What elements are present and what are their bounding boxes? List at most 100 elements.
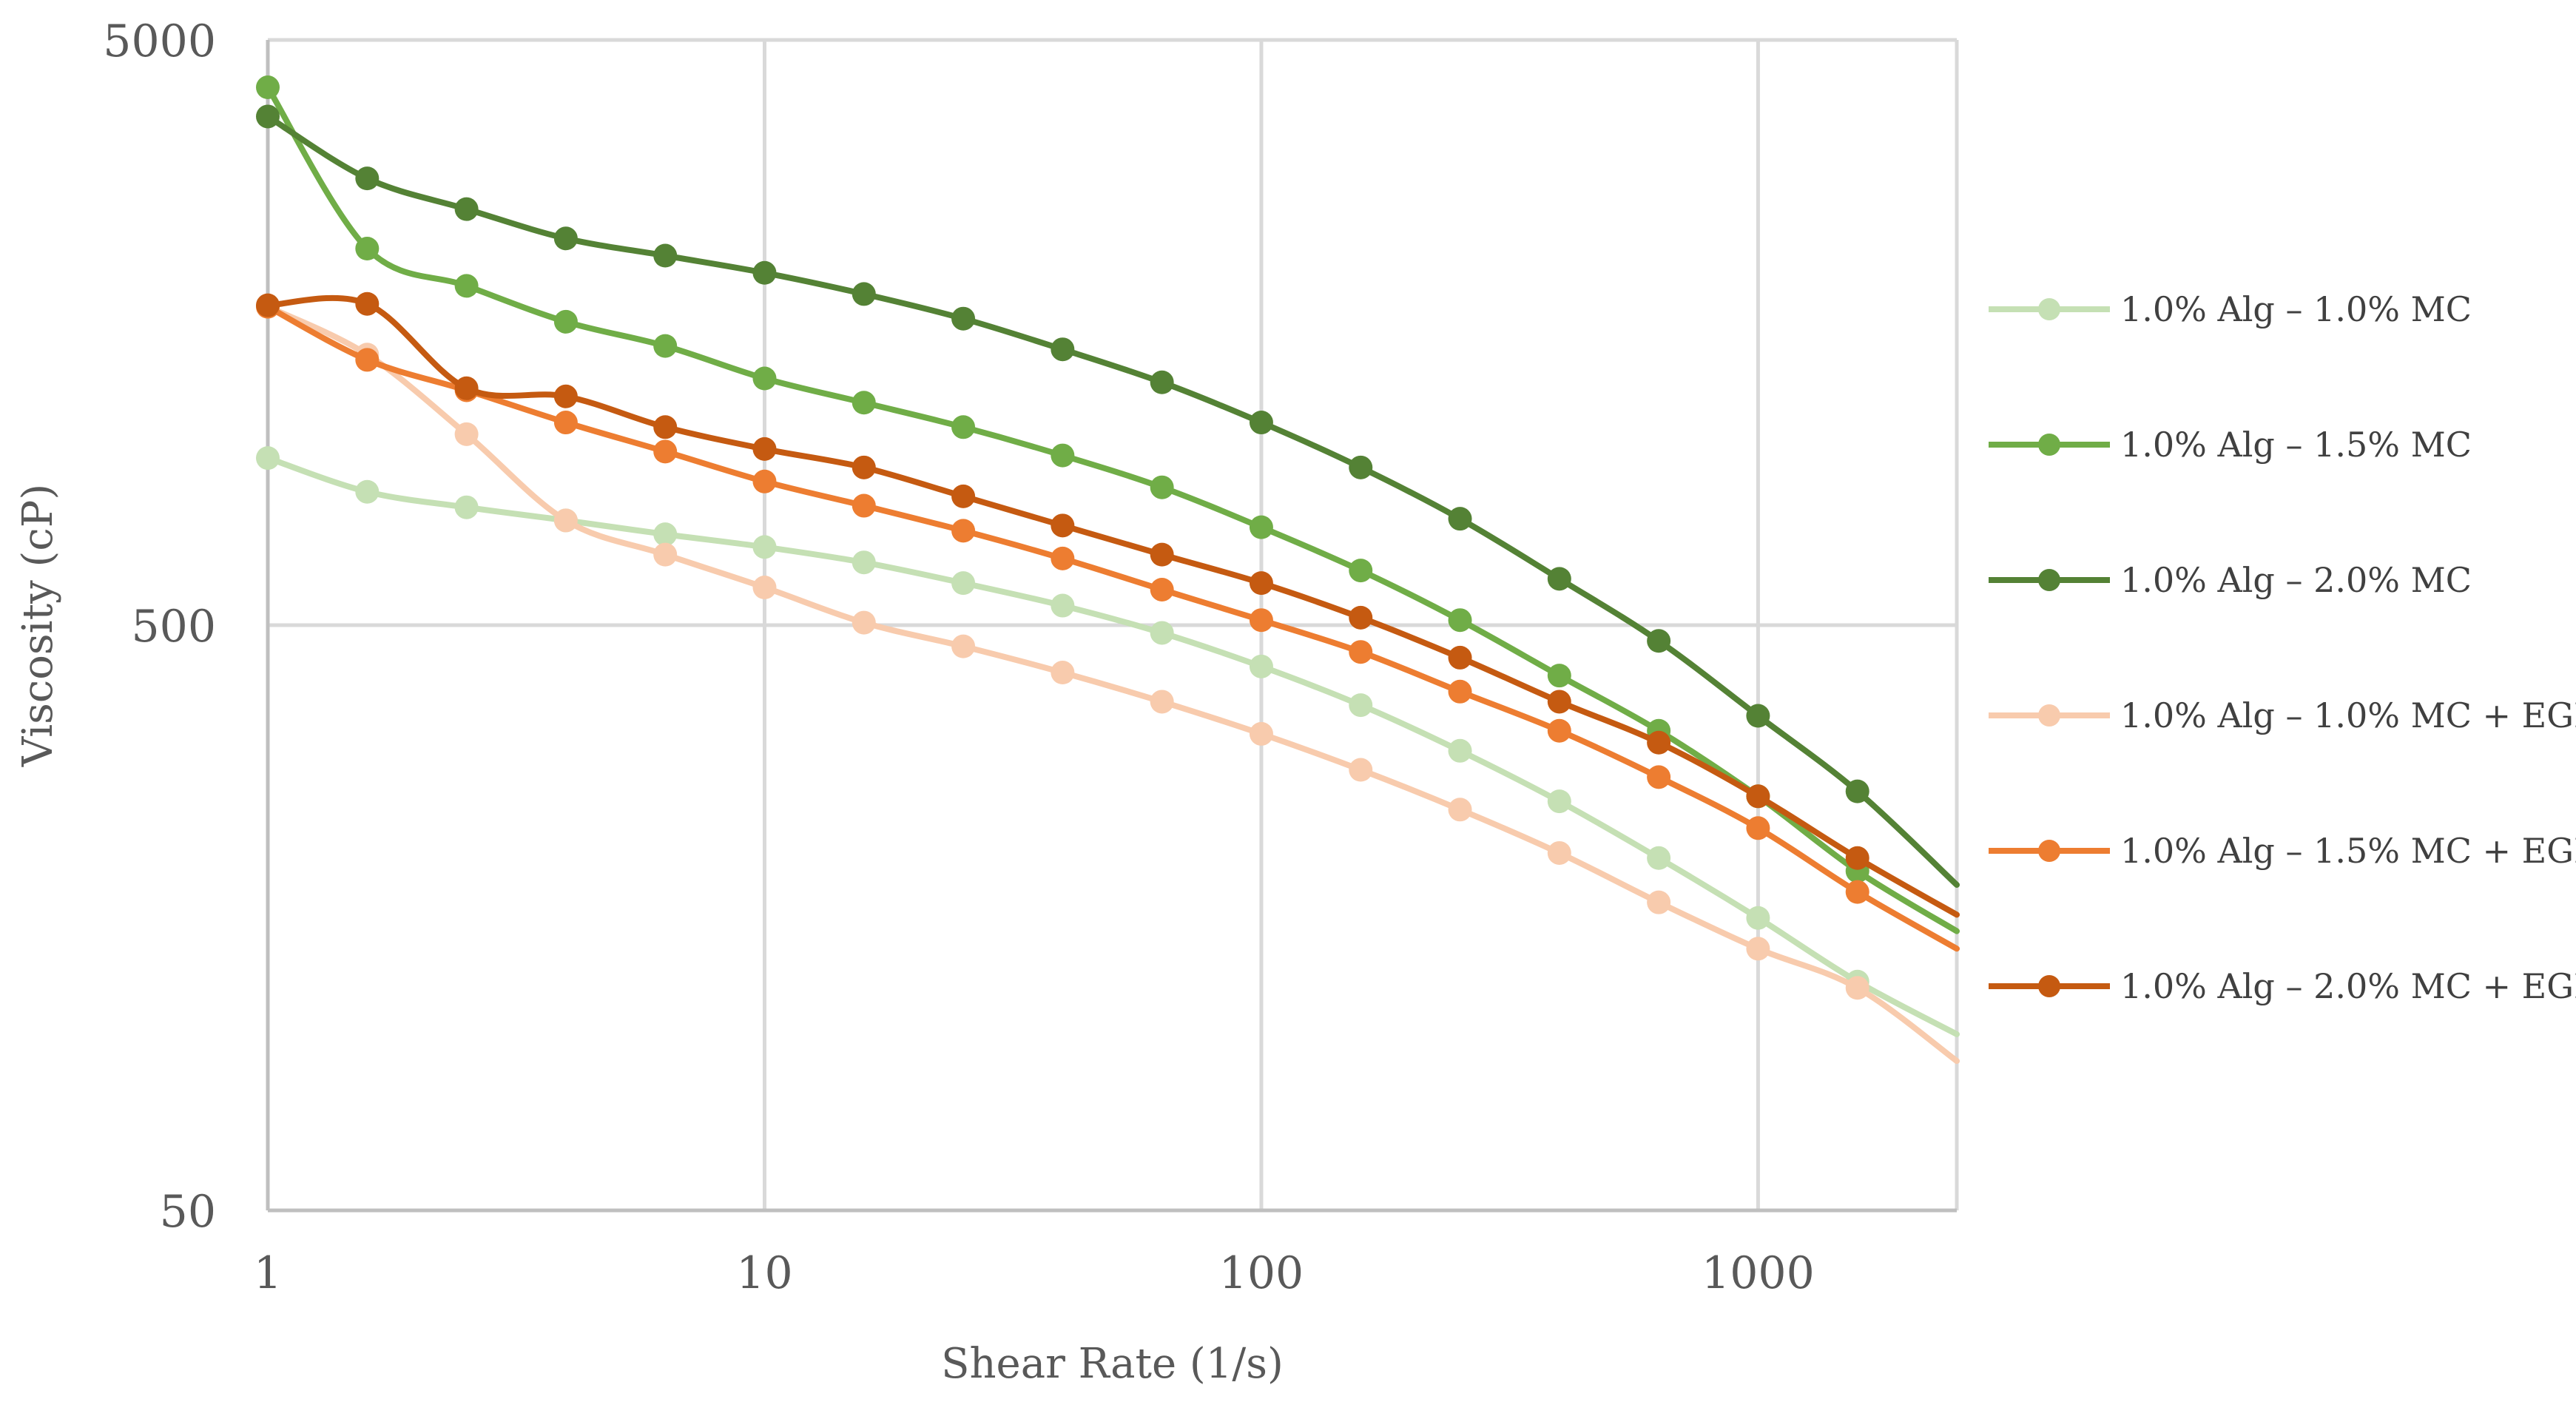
data-point [1746, 937, 1770, 961]
data-point [951, 519, 976, 543]
x-axis-title: Shear Rate (1/s) [941, 1340, 1284, 1388]
data-point [1746, 816, 1770, 840]
legend-item: 1.0% Alg – 1.5% MC [1989, 425, 2472, 465]
legend-item: 1.0% Alg – 1.0% MC [1989, 289, 2472, 329]
data-point [1746, 906, 1770, 930]
series-6 [256, 291, 1960, 918]
x-tick-label: 1000 [1702, 1247, 1815, 1299]
data-point [355, 348, 380, 372]
axes: 50 500 5000 1 10 100 1000 [103, 16, 1957, 1299]
data-point [355, 479, 380, 504]
data-point [951, 634, 976, 658]
data-point [1448, 679, 1472, 704]
legend-label: 1.0% Alg – 2.0% MC [2120, 560, 2472, 600]
data-point [752, 260, 777, 285]
data-point [752, 366, 777, 391]
data-point [1150, 370, 1174, 394]
data-point [1845, 976, 1869, 1000]
legend-item: 1.0% Alg – 2.0% MC + EGF [1989, 966, 2576, 1006]
data-point [355, 291, 380, 316]
data-point [1547, 840, 1571, 865]
data-point [752, 535, 777, 559]
legend-label: 1.0% Alg – 1.0% MC + EGF [2120, 695, 2576, 735]
data-point [1547, 567, 1571, 591]
data-point [1448, 507, 1472, 531]
data-point [1249, 515, 1273, 539]
data-point [1150, 542, 1174, 567]
data-point [553, 309, 578, 334]
data-point [1547, 789, 1571, 814]
data-point [1547, 690, 1571, 714]
legend-item: 1.0% Alg – 1.0% MC + EGF [1989, 695, 2576, 735]
y-tick-label: 500 [131, 601, 216, 653]
data-point [1845, 846, 1869, 870]
data-point [1349, 693, 1373, 718]
data-point [852, 391, 876, 415]
data-point [1249, 571, 1273, 596]
data-point [1249, 721, 1273, 746]
x-tick-label: 1 [254, 1247, 282, 1299]
data-point [852, 550, 876, 575]
series-group [256, 75, 1960, 1065]
legend-label: 1.0% Alg – 1.5% MC + EGF [2120, 831, 2576, 871]
legend-marker [2038, 704, 2060, 727]
legend-item: 1.0% Alg – 2.0% MC [1989, 560, 2472, 600]
data-point [951, 415, 976, 439]
data-point [1150, 690, 1174, 714]
data-point [1547, 664, 1571, 688]
data-point [1249, 654, 1273, 678]
y-tick-label: 50 [160, 1186, 216, 1238]
series-line [265, 113, 1960, 888]
legend-marker [2038, 975, 2060, 997]
data-point [553, 411, 578, 435]
data-point [951, 571, 976, 596]
data-point [852, 610, 876, 635]
data-point [1647, 730, 1671, 755]
legend-label: 1.0% Alg – 1.5% MC [2120, 425, 2472, 465]
y-axis-title: Viscosity (cP) [14, 484, 62, 768]
data-point [1349, 455, 1373, 479]
data-point [1249, 608, 1273, 633]
data-point [1845, 880, 1869, 904]
data-point [852, 493, 876, 518]
data-point [1150, 621, 1174, 645]
data-point [1547, 718, 1571, 743]
data-point [1448, 738, 1472, 763]
data-point [653, 439, 678, 464]
legend-item: 1.0% Alg – 1.5% MC + EGF [1989, 831, 2576, 871]
series-line [265, 303, 1960, 1065]
series-line [265, 84, 1960, 934]
legend-marker [2038, 569, 2060, 591]
data-point [355, 237, 380, 261]
series-3 [256, 104, 1960, 888]
series-2 [256, 75, 1960, 934]
data-point [1150, 475, 1174, 499]
legend: 1.0% Alg – 1.0% MC 1.0% Alg – 1.5% MC 1.0%… [1989, 289, 2576, 1006]
data-point [1746, 704, 1770, 728]
data-point [553, 384, 578, 408]
data-point [256, 104, 280, 129]
data-point [653, 243, 678, 268]
data-point [1448, 798, 1472, 822]
data-point [355, 166, 380, 191]
data-point [1647, 765, 1671, 789]
grid [266, 38, 1959, 1213]
data-point [1647, 846, 1671, 870]
x-tick-label: 10 [736, 1247, 792, 1299]
data-point [951, 484, 976, 508]
legend-label: 1.0% Alg – 1.0% MC [2120, 289, 2472, 329]
data-point [454, 197, 479, 221]
data-point [1051, 661, 1075, 685]
data-point [454, 376, 479, 400]
legend-marker [2038, 434, 2060, 456]
series-line [265, 294, 1960, 918]
data-point [1051, 443, 1075, 468]
data-point [1349, 758, 1373, 782]
data-point [1051, 513, 1075, 538]
data-point [852, 455, 876, 479]
data-point [256, 446, 280, 471]
data-point [653, 522, 678, 547]
data-point [752, 576, 777, 600]
data-point [256, 293, 280, 317]
data-point [951, 306, 976, 331]
